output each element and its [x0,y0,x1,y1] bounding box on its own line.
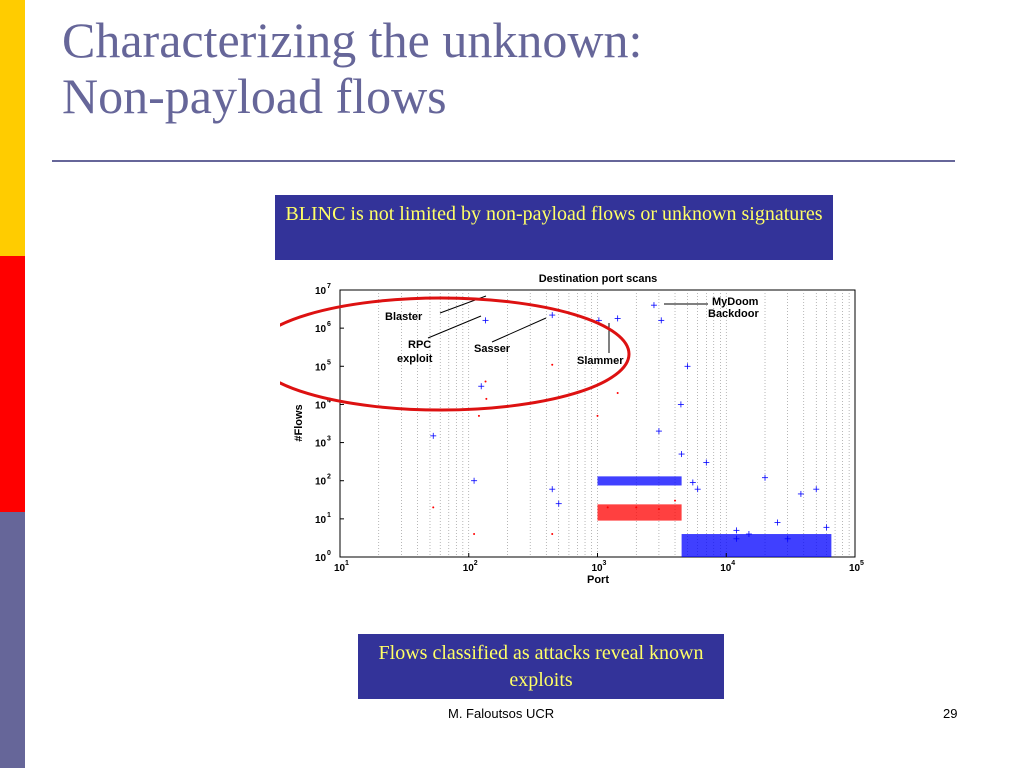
data-point-dot [616,391,619,394]
data-point-plus [430,432,437,439]
data-point-plus [655,428,662,435]
data-point-dot [596,414,599,417]
y-tick-exponent: 2 [327,474,331,481]
data-point-plus [482,317,489,324]
data-point-dot [551,363,554,366]
data-point-dot [432,506,435,509]
y-tick-exponent: 5 [327,359,331,366]
y-tick-exponent: 1 [327,512,331,519]
y-tick-label: 10 [315,439,327,450]
data-point-plus [478,383,485,390]
arrow-sasser [491,317,547,343]
callout-blinc: BLINC is not limited by non-payload flow… [275,195,833,260]
x-tick-exponent: 1 [345,560,349,567]
y-tick-label: 10 [315,477,327,488]
footer-author: M. Faloutsos UCR [448,706,555,721]
y-tick-label: 10 [315,515,327,526]
data-point-plus [677,401,684,408]
page-number: 29 [943,706,958,721]
annotation-rpc-exploit: exploit [397,353,433,365]
x-tick-label: 10 [849,563,861,574]
y-tick-label: 10 [315,362,327,373]
y-tick-label: 10 [315,400,327,411]
data-point-plus [797,490,804,497]
data-point-plus [762,474,769,481]
data-point-plus [823,524,830,531]
data-point-dot [484,380,487,383]
dense-region [597,476,682,486]
data-point-plus [471,477,478,484]
x-tick-label: 10 [334,563,346,574]
decorative-bar-red [0,256,25,512]
data-point-plus [549,312,556,319]
x-tick-exponent: 4 [731,560,735,567]
data-point-plus [614,315,621,322]
chart-title: Destination port scans [539,273,658,285]
slide-title: Characterizing the unknown: Non-payload … [62,12,642,124]
x-tick-label: 10 [720,563,732,574]
annotation-mydoom: MyDoom [712,296,759,308]
data-point-plus [813,486,820,493]
y-tick-exponent: 4 [327,397,331,404]
data-point-plus [684,363,691,370]
y-tick-label: 10 [315,553,327,564]
dense-region [681,534,832,557]
x-tick-exponent: 3 [603,560,607,567]
data-point-plus [694,486,701,493]
annotation-blaster: Blaster [385,311,423,323]
slide-title-line-1: Characterizing the unknown: [62,12,643,68]
arrow-rpc [427,315,482,339]
data-point-dot [485,397,488,400]
x-tick-exponent: 5 [860,560,864,567]
data-point-plus [733,527,740,534]
data-point-plus [733,535,740,542]
data-point-dot [473,533,476,536]
annotation-sasser: Sasser [474,343,511,355]
annotation-rpc: RPC [408,339,431,351]
data-point-plus [650,302,657,309]
y-tick-exponent: 3 [327,436,331,443]
data-point-plus [678,451,685,458]
annotation-mydoom-backdoor: Backdoor [708,308,759,320]
data-point-plus [784,535,791,542]
slide-title-line-2: Non-payload flows [62,68,447,124]
data-point-plus [555,500,562,507]
y-tick-exponent: 0 [327,550,331,557]
data-point-dot [551,533,554,536]
y-tick-exponent: 7 [327,283,331,290]
port-scan-chart: 10 1 10 2 10 3 10 4 10 510 010 110 210 310 410 510 610 7 … [280,273,864,586]
highlight-ellipse [280,296,631,412]
decorative-bar-blue [0,512,25,768]
dense-region [597,504,682,521]
title-divider [52,160,955,162]
y-tick-label: 10 [315,286,327,297]
data-points [430,302,830,542]
data-point-dot [657,508,660,511]
y-tick-label: 10 [315,324,327,335]
data-point-plus [658,317,665,324]
y-tick-exponent: 6 [327,321,331,328]
decorative-bar-yellow [0,0,25,256]
x-tick-label: 10 [592,563,604,574]
y-axis-label: #Flows [293,404,305,441]
data-point-plus [774,519,781,526]
data-point-dot [606,506,609,509]
data-point-dot [477,414,480,417]
annotation-slammer: Slammer [577,355,624,367]
data-point-plus [703,459,710,466]
data-point-plus [549,486,556,493]
data-point-dot [635,506,638,509]
data-point-plus [745,531,752,538]
x-tick-exponent: 2 [474,560,478,567]
axes: 10 1 10 2 10 3 10 4 10 510 010 110 210 310 410 510 610 7 [315,283,864,574]
x-axis-label: Port [587,574,609,586]
data-point-plus [689,479,696,486]
data-point-dot [674,499,677,502]
dense-regions [597,476,832,557]
callout-attacks: Flows classified as attacks reveal known… [358,634,724,699]
x-tick-label: 10 [463,563,475,574]
